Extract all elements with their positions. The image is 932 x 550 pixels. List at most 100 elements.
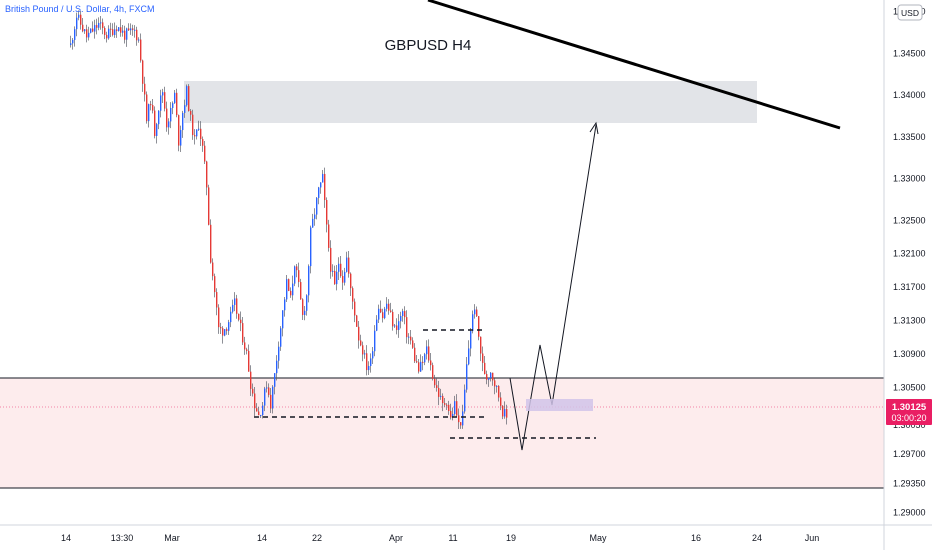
candle-body — [400, 315, 402, 322]
candle-body — [332, 270, 334, 272]
candle-body — [398, 321, 400, 330]
candle-body — [212, 262, 214, 277]
candle-body — [94, 25, 96, 32]
candle-body — [334, 270, 336, 285]
candle-body — [238, 313, 240, 320]
candle-body — [282, 310, 284, 329]
target-box — [526, 399, 593, 411]
candle-body — [402, 311, 404, 316]
candle-body — [278, 346, 280, 361]
candle-body — [130, 28, 132, 31]
candle-body — [378, 308, 380, 320]
candle-body — [272, 386, 274, 409]
candle-body — [270, 394, 272, 409]
candle-body — [432, 365, 434, 379]
candle-body — [364, 353, 366, 355]
candle-body — [500, 397, 502, 406]
candle-body — [156, 124, 158, 136]
candle-body — [258, 411, 260, 416]
candle-body — [248, 350, 250, 372]
currency-button-label[interactable]: USD — [901, 8, 919, 18]
candle-body — [302, 299, 304, 315]
candle-body — [296, 266, 298, 271]
currency-button-frame[interactable] — [897, 4, 923, 21]
y-tick-label: 1.29700 — [893, 449, 926, 459]
candle-body — [300, 282, 302, 300]
candle-body — [390, 310, 392, 312]
candle-body — [266, 387, 268, 389]
demand-zone — [0, 378, 884, 488]
candle-body — [476, 309, 478, 317]
candle-body — [304, 310, 306, 315]
candle-body — [138, 39, 140, 41]
candle-body — [316, 197, 318, 215]
candle-body — [418, 362, 420, 372]
candle-body — [436, 385, 438, 388]
candle-body — [472, 314, 474, 332]
candle-body — [428, 346, 430, 361]
candle-body — [74, 29, 76, 40]
candle-body — [362, 345, 364, 355]
y-tick-label: 1.33000 — [893, 174, 926, 184]
candle-body — [264, 388, 266, 406]
candle-body — [148, 104, 150, 122]
y-tick-label: 1.30900 — [893, 349, 926, 359]
candle-body — [84, 29, 86, 32]
candle-body — [434, 378, 436, 386]
candle-body — [438, 387, 440, 397]
candle-body — [366, 353, 368, 371]
candle-body — [446, 404, 448, 406]
candle-body — [502, 405, 504, 417]
candle-body — [208, 187, 210, 225]
candle-body — [252, 388, 254, 394]
candle-body — [444, 403, 446, 405]
x-tick-label: Mar — [164, 533, 180, 543]
x-tick-label: 13:30 — [111, 533, 134, 543]
candle-body — [158, 110, 160, 125]
candle-body — [280, 328, 282, 347]
chart-title: GBPUSD H4 — [385, 37, 472, 54]
candle-body — [162, 92, 164, 96]
candle-body — [102, 22, 104, 28]
candle-body — [250, 371, 252, 389]
candle-body — [168, 121, 170, 128]
candle-body — [100, 22, 102, 24]
candle-body — [354, 301, 356, 316]
candle-body — [82, 24, 84, 32]
candle-body — [126, 28, 128, 40]
candle-body — [352, 288, 354, 302]
x-tick-label: Apr — [389, 533, 403, 543]
candle-body — [338, 263, 340, 272]
candle-body — [298, 270, 300, 283]
candle-body — [286, 279, 288, 300]
candle-body — [394, 325, 396, 327]
candle-body — [128, 28, 130, 31]
price-label-background — [886, 399, 932, 425]
candle-body — [348, 257, 350, 274]
projection-arrowhead — [589, 121, 599, 135]
candle-body — [388, 303, 390, 311]
candle-body — [506, 409, 508, 418]
candle-body — [198, 128, 200, 130]
currency-button[interactable]: USD — [897, 4, 923, 21]
candle-body — [384, 308, 386, 319]
x-tick-label: 14 — [61, 533, 71, 543]
candle-body — [494, 380, 496, 387]
candle-body — [464, 389, 466, 412]
descending-trendline — [427, 0, 841, 130]
candle-body — [404, 311, 406, 318]
candle-body — [458, 415, 460, 423]
candle-body — [114, 29, 116, 35]
candle-body — [228, 322, 230, 331]
candle-body — [496, 385, 498, 387]
candle-body — [164, 92, 166, 109]
candle-body — [412, 340, 414, 348]
candle-body — [98, 22, 100, 28]
candle-body — [460, 422, 462, 426]
candle-body — [492, 372, 494, 381]
candle-body — [244, 342, 246, 350]
candle-body — [484, 362, 486, 375]
candle-body — [136, 29, 138, 41]
candle-body — [408, 336, 410, 338]
